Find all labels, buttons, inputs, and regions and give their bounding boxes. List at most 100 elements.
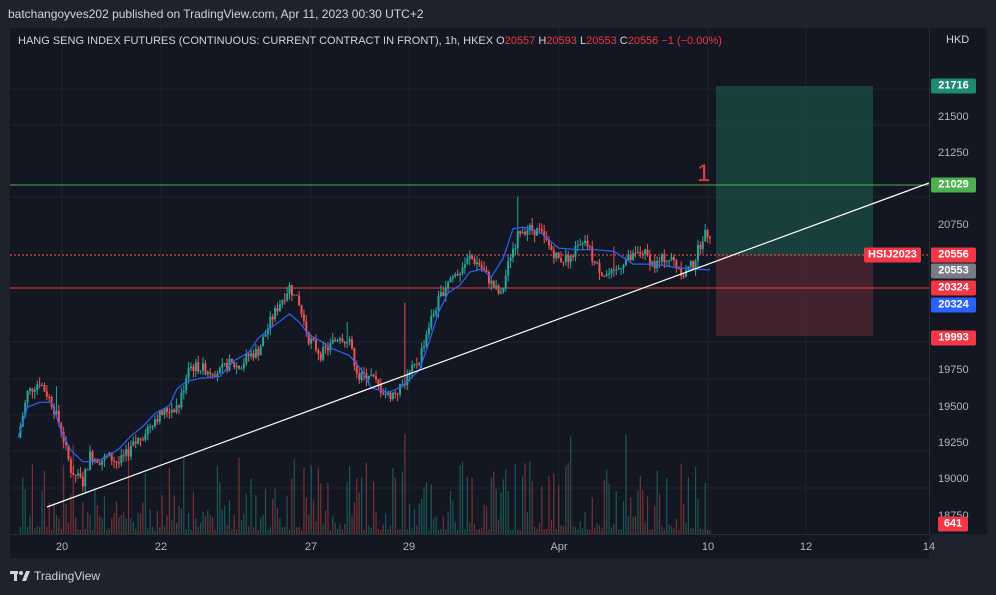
volume-bar: [272, 498, 274, 534]
candle-body: [310, 338, 313, 344]
candle-body: [74, 474, 77, 476]
candle-body: [266, 328, 269, 335]
candle-body: [326, 347, 329, 351]
volume-bar: [509, 529, 512, 534]
volume-bar: [96, 505, 98, 534]
volume-bar: [358, 492, 360, 534]
volume-bar: [692, 528, 694, 534]
volume-bar: [654, 505, 656, 534]
volume-bar: [245, 493, 247, 534]
volume-bar: [353, 502, 355, 534]
volume-bar: [598, 525, 601, 534]
time-tick: 20: [55, 541, 69, 553]
volume-bar: [255, 495, 257, 534]
volume-bar: [632, 516, 634, 534]
ma-price-tag: 20324: [931, 297, 976, 313]
candle-body: [300, 305, 303, 315]
candle-body: [259, 346, 262, 356]
candle-body: [612, 269, 615, 271]
volume-bar: [94, 488, 96, 534]
candle-body: [459, 273, 462, 276]
candle-body: [45, 391, 48, 397]
candle-body: [485, 270, 488, 272]
candle-body: [480, 265, 483, 269]
volume-bar: [339, 523, 341, 534]
candle-body: [175, 405, 178, 413]
volume-bar: [601, 528, 603, 534]
candle-body: [514, 248, 517, 250]
volume-bar: [413, 508, 416, 534]
volume-bar: [618, 529, 620, 534]
chart-svg[interactable]: [10, 28, 929, 534]
volume-bar: [699, 528, 701, 534]
volume-bar: [298, 526, 300, 534]
candle-body: [69, 459, 72, 473]
volume-bar: [418, 503, 420, 534]
volume-bar: [457, 529, 459, 534]
volume-bar: [512, 529, 514, 534]
volume-bar: [639, 476, 641, 534]
candle-body: [84, 469, 87, 487]
volume-bar: [144, 473, 146, 534]
volume-bar: [678, 529, 680, 534]
volume-bar: [416, 525, 418, 534]
time-axis[interactable]: 20 22 27 29 Apr 10 12 14: [10, 534, 935, 559]
target-price-tag: 21716: [931, 78, 976, 94]
candle-body: [632, 252, 635, 260]
volume-bar: [658, 494, 661, 534]
volume-bar: [336, 528, 339, 534]
price-axis[interactable]: HKD 21500 21250 20750 19750 19500 19250 …: [929, 28, 987, 534]
candle-body: [456, 273, 459, 276]
volume-bar: [608, 483, 610, 534]
volume-bar: [682, 503, 685, 534]
volume-bar: [101, 517, 103, 534]
candle-body: [387, 392, 390, 395]
candle-body: [141, 439, 144, 441]
candle-body: [214, 375, 217, 377]
candle-body: [221, 364, 224, 368]
volume-bar: [252, 527, 255, 534]
candle-body: [653, 261, 656, 269]
profit-zone: [716, 86, 873, 255]
candle-body: [331, 340, 334, 344]
open-label: O: [496, 35, 505, 47]
candle-body: [499, 291, 502, 294]
volume-bar: [591, 497, 593, 534]
candle-body: [365, 373, 368, 380]
candle-body: [384, 394, 387, 396]
volume-bar: [75, 517, 77, 534]
volume-bar: [82, 501, 84, 534]
volume-bar: [360, 477, 363, 534]
candle-body: [19, 426, 22, 438]
candle-body: [355, 366, 358, 374]
candle-body: [117, 462, 120, 464]
candle-body: [41, 385, 44, 387]
candle-body: [665, 260, 668, 263]
candle-body: [211, 373, 214, 376]
chart-area[interactable]: HANG SENG INDEX FUTURES (CONTINUOUS: CUR…: [10, 28, 929, 534]
candle-body: [204, 363, 207, 375]
volume-bar: [48, 502, 50, 534]
candle-body: [24, 402, 27, 416]
candle-body: [641, 253, 644, 255]
volume-bar: [490, 477, 492, 534]
volume-bar: [582, 528, 584, 534]
tradingview-logo[interactable]: TradingView: [10, 569, 100, 583]
volume-bar: [382, 524, 384, 534]
volume-bar: [476, 529, 478, 534]
candle-body: [264, 334, 267, 337]
volume-bar: [663, 529, 665, 534]
volume-bar: [127, 454, 130, 534]
volume-bar: [63, 464, 65, 534]
candle-body: [634, 252, 637, 254]
candle-body: [125, 449, 128, 456]
volume-bar: [533, 526, 536, 534]
volume-bar: [363, 529, 365, 534]
candle-body: [389, 392, 392, 399]
candle-body: [190, 366, 192, 369]
volume-bar: [84, 528, 86, 534]
time-tick: 29: [402, 541, 416, 553]
candle-body: [79, 473, 82, 477]
wave-annotation[interactable]: 1: [697, 160, 711, 187]
volume-bar: [224, 505, 226, 534]
